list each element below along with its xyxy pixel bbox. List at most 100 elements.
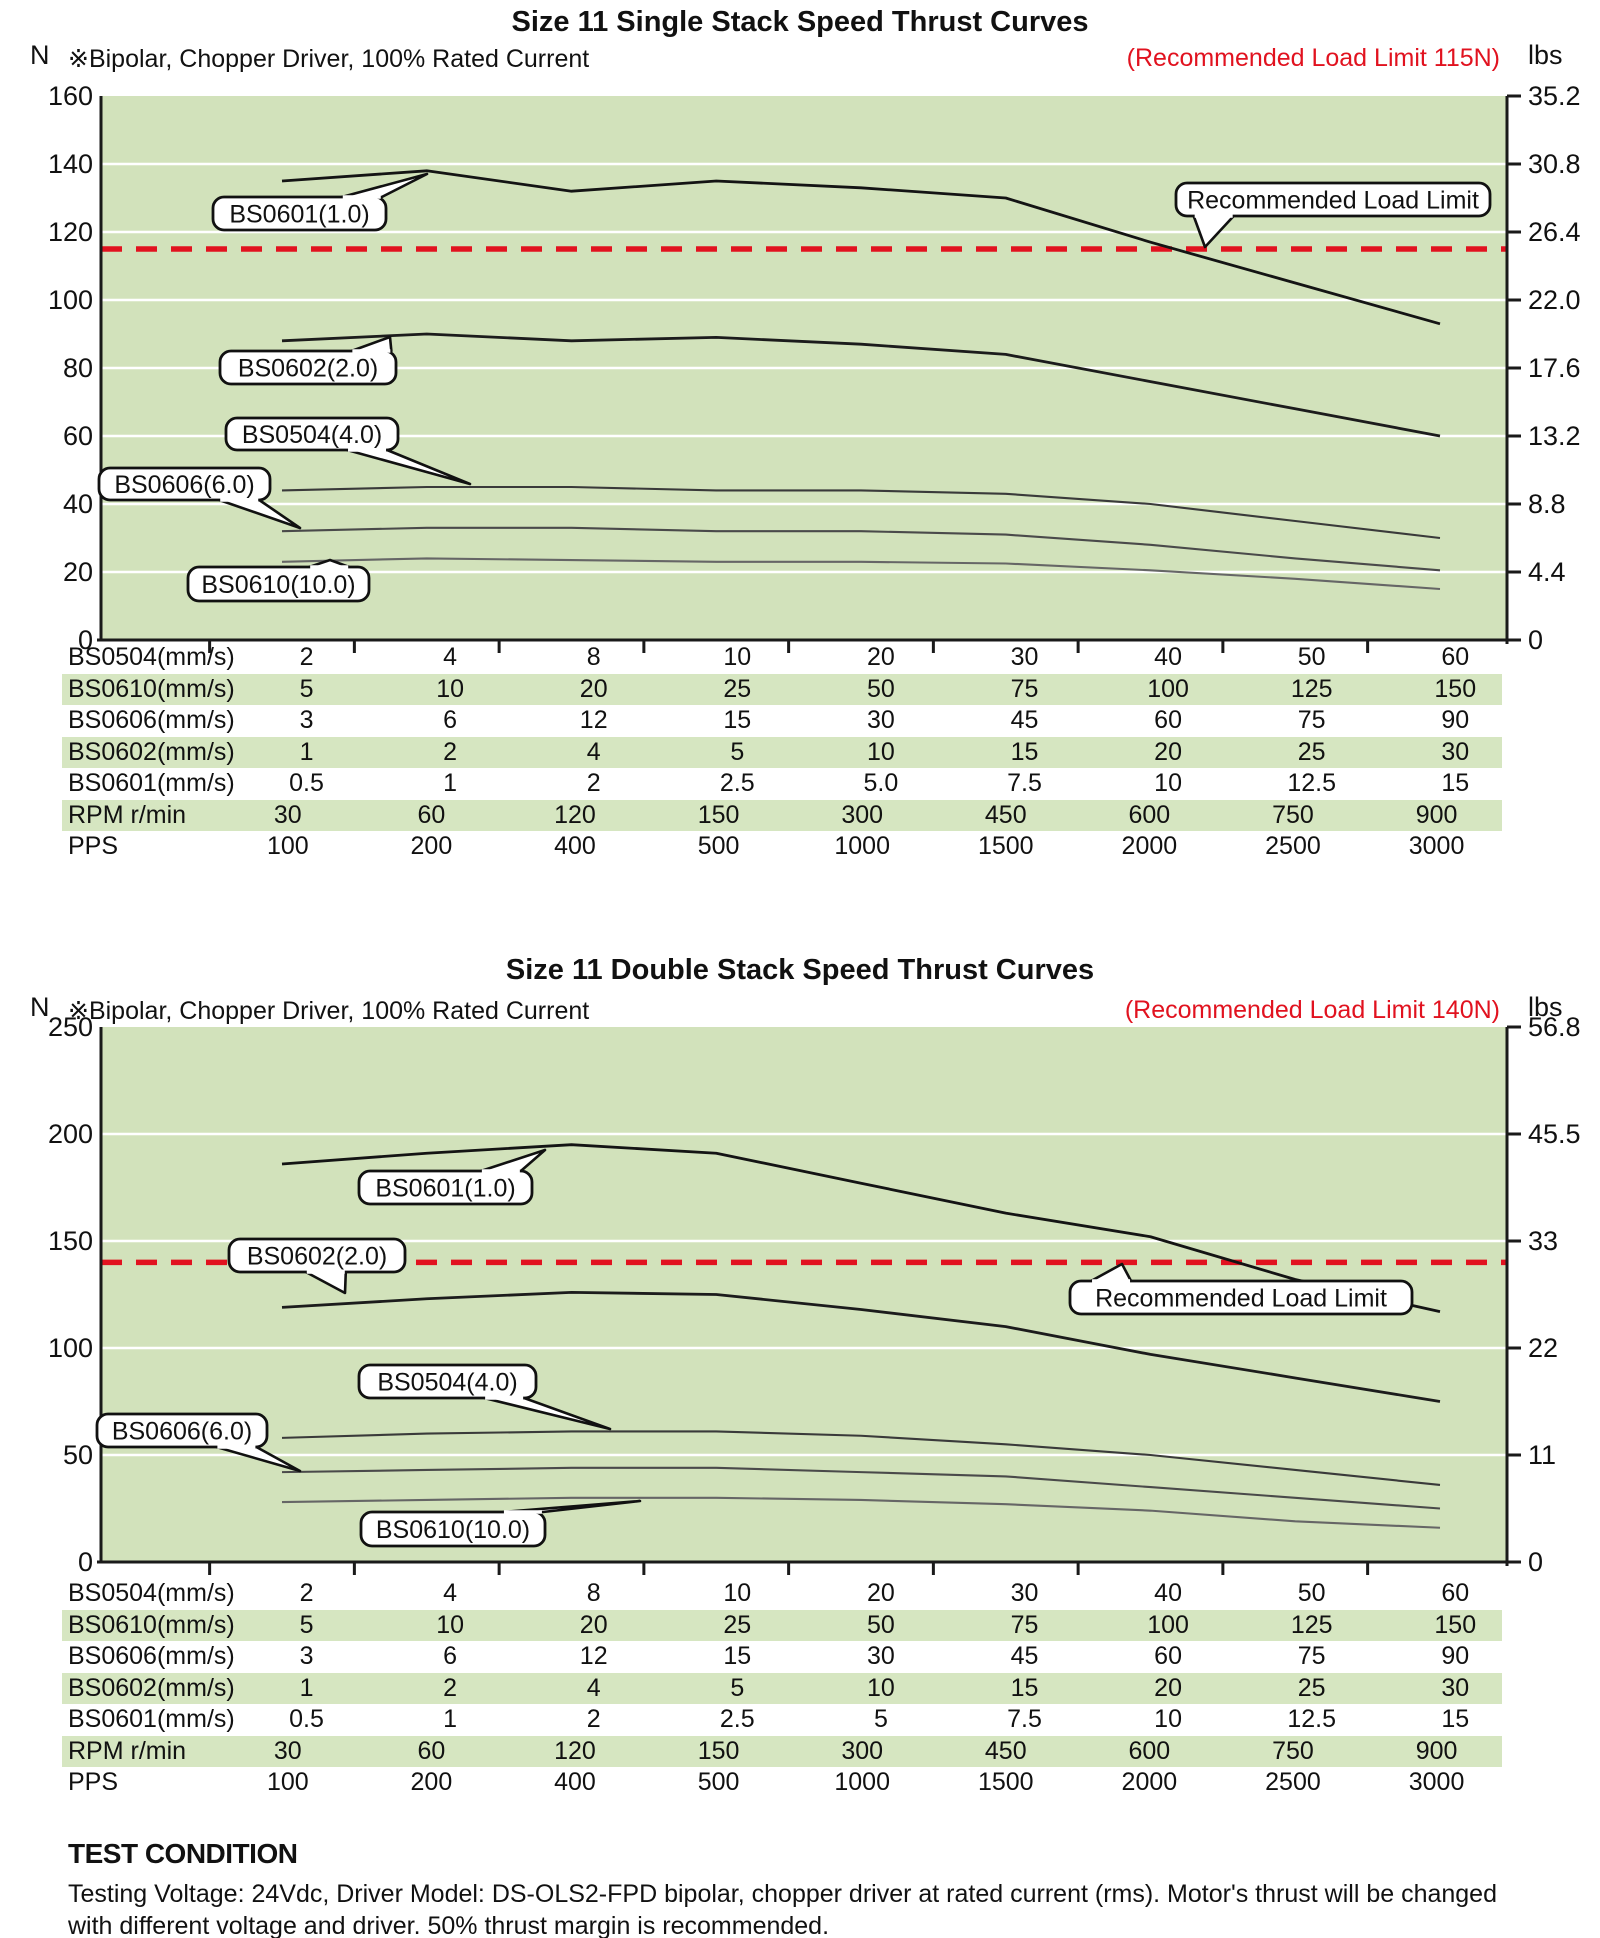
row-value: 4 — [586, 1673, 601, 1702]
row-value: 20 — [1154, 737, 1182, 766]
row-value: 750 — [1272, 1736, 1314, 1765]
callout-series-label: BS0602(2.0) — [238, 355, 378, 383]
row-value: 7.5 — [1007, 1705, 1042, 1734]
single-stack-plot: 160 35.2 140 30.8 120 26.4 100 22.0 80 17.6 60 13.2… — [48, 86, 1581, 655]
row-value: 20 — [1154, 1673, 1182, 1702]
curve-BS0610 — [281, 1496, 1441, 1529]
row-value: 5 — [299, 674, 314, 703]
chart-title: Size 11 Double Stack Speed Thrust Curves — [505, 954, 1095, 986]
y-tick-label-right: 8.8 — [1528, 489, 1566, 519]
callout-box — [95, 1412, 269, 1449]
row-value: 6 — [443, 1642, 458, 1671]
row-value: 750 — [1272, 800, 1314, 829]
row-value: 60 — [417, 800, 446, 829]
row-value: 15 — [1441, 1705, 1470, 1734]
row-value: 90 — [1441, 706, 1470, 735]
test-condition-heading: TEST CONDITION — [68, 1838, 298, 1869]
curve-BS0602 — [281, 1290, 1441, 1403]
load-limit-note: (Recommended Load Limit 140N) — [1124, 996, 1500, 1024]
row-value: 5 — [299, 1610, 314, 1639]
row-label: BS0601(mm/s) — [68, 769, 235, 798]
y-tick-label-left: 100 — [48, 285, 93, 315]
row-value: 150 — [1434, 674, 1477, 703]
row-value: 4 — [443, 1579, 458, 1608]
callout-series-label: BS0606(6.0) — [112, 1418, 252, 1446]
y-tick-label-left: 250 — [48, 1017, 93, 1042]
row-value: 10 — [436, 674, 465, 703]
row-value: 30 — [1010, 1579, 1039, 1608]
row-value: 25 — [723, 1610, 752, 1639]
callout-box — [359, 1510, 547, 1548]
row-value: 25 — [1297, 737, 1326, 766]
table-row: BS0601(mm/s) 0.5 1 2 2.5 5 7.5 10 12.5 15 — [62, 1704, 1502, 1736]
row-value: 10 — [866, 737, 895, 766]
callout-box — [357, 1169, 534, 1206]
row-value: 8 — [586, 1579, 601, 1608]
row-value: 2.5 — [719, 769, 755, 798]
y-tick-label-right: 17.6 — [1528, 353, 1581, 383]
row-label: RPM r/min — [68, 1736, 187, 1765]
table-row: BS0504(mm/s) 2 4 8 10 20 30 40 50 60 — [62, 1578, 1502, 1610]
row-value: 15 — [723, 1642, 752, 1671]
row-value: 100 — [1147, 674, 1189, 703]
row-value: 75 — [1297, 706, 1326, 735]
row-value: 500 — [697, 1768, 740, 1797]
driver-note: ※Bipolar, Chopper Driver, 100% Rated Cur… — [68, 45, 590, 73]
row-value: 4 — [586, 737, 601, 766]
row-value: 10 — [723, 643, 752, 672]
y-tick-label-right: 35.2 — [1528, 86, 1581, 111]
row-value: 12.5 — [1287, 1705, 1336, 1734]
row-value: 5.0 — [863, 769, 899, 798]
y-tick-label-left: 160 — [48, 86, 93, 111]
row-value: 50 — [866, 1610, 895, 1639]
row-value: 1000 — [834, 1768, 890, 1797]
table-row: RPM r/min 30 60 120 150 300 450 600 750 900 — [62, 1735, 1502, 1767]
row-value: 45 — [1010, 706, 1039, 735]
table-row: BS0504(mm/s) 2 4 8 10 20 30 40 50 60 — [62, 642, 1502, 674]
row-value: 5 — [873, 1705, 888, 1734]
row-value: 2 — [299, 643, 314, 672]
row-value: 50 — [1297, 643, 1326, 672]
y-tick-label-left: 80 — [63, 353, 93, 383]
row-value: 60 — [417, 1736, 446, 1765]
row-value: 1500 — [977, 1768, 1034, 1797]
double-stack-chart-section: Size 11 Double Stack Speed Thrust Curves… — [0, 932, 1600, 1838]
row-value: 50 — [866, 674, 895, 703]
callout-box — [357, 1363, 538, 1400]
single-stack-speed-table: BS0504(mm/s) 2 4 8 10 20 30 40 50 60 BS0610(mm/s) 5… — [62, 642, 1502, 863]
row-value: 20 — [866, 1579, 895, 1608]
row-value: 400 — [554, 832, 596, 861]
row-value: 600 — [1128, 1736, 1171, 1765]
row-label: PPS — [68, 1768, 119, 1797]
row-value: 125 — [1290, 674, 1333, 703]
callout-box — [224, 416, 400, 452]
callout-box — [1068, 1279, 1414, 1316]
row-value: 400 — [554, 1768, 596, 1797]
row-value: 20 — [579, 674, 608, 703]
callout-box — [1174, 181, 1492, 218]
double-stack-speed-table: BS0504(mm/s) 2 4 8 10 20 30 40 50 60 BS0610(mm/s) 5… — [62, 1578, 1502, 1799]
row-value: 7.5 — [1007, 769, 1042, 798]
row-value: 60 — [1441, 1579, 1470, 1608]
row-value: 100 — [1147, 1610, 1189, 1639]
row-value: 1500 — [977, 832, 1034, 861]
row-value: 30 — [1010, 643, 1039, 672]
y-tick-label-right: 30.8 — [1528, 149, 1581, 179]
row-label: RPM r/min — [68, 800, 187, 829]
row-value: 3 — [299, 706, 314, 735]
row-value: 150 — [1434, 1610, 1477, 1639]
row-value: 75 — [1010, 1610, 1039, 1639]
curve-BS0610 — [281, 557, 1441, 591]
row-value: 12.5 — [1287, 769, 1336, 798]
row-label: BS0602(mm/s) — [68, 1673, 235, 1702]
callout-series-label: BS0504(4.0) — [242, 421, 382, 449]
y-tick-label-right: 22 — [1528, 1333, 1558, 1363]
y-tick-label-right: 0 — [1528, 1547, 1543, 1577]
chart-title: Size 11 Single Stack Speed Thrust Curves — [511, 6, 1089, 38]
row-value: 3000 — [1408, 832, 1465, 861]
y-tick-label-left: 120 — [48, 217, 93, 247]
y-tick-label-right: 33 — [1528, 1226, 1558, 1256]
row-value: 300 — [841, 1736, 884, 1765]
row-value: 12 — [579, 1642, 608, 1671]
